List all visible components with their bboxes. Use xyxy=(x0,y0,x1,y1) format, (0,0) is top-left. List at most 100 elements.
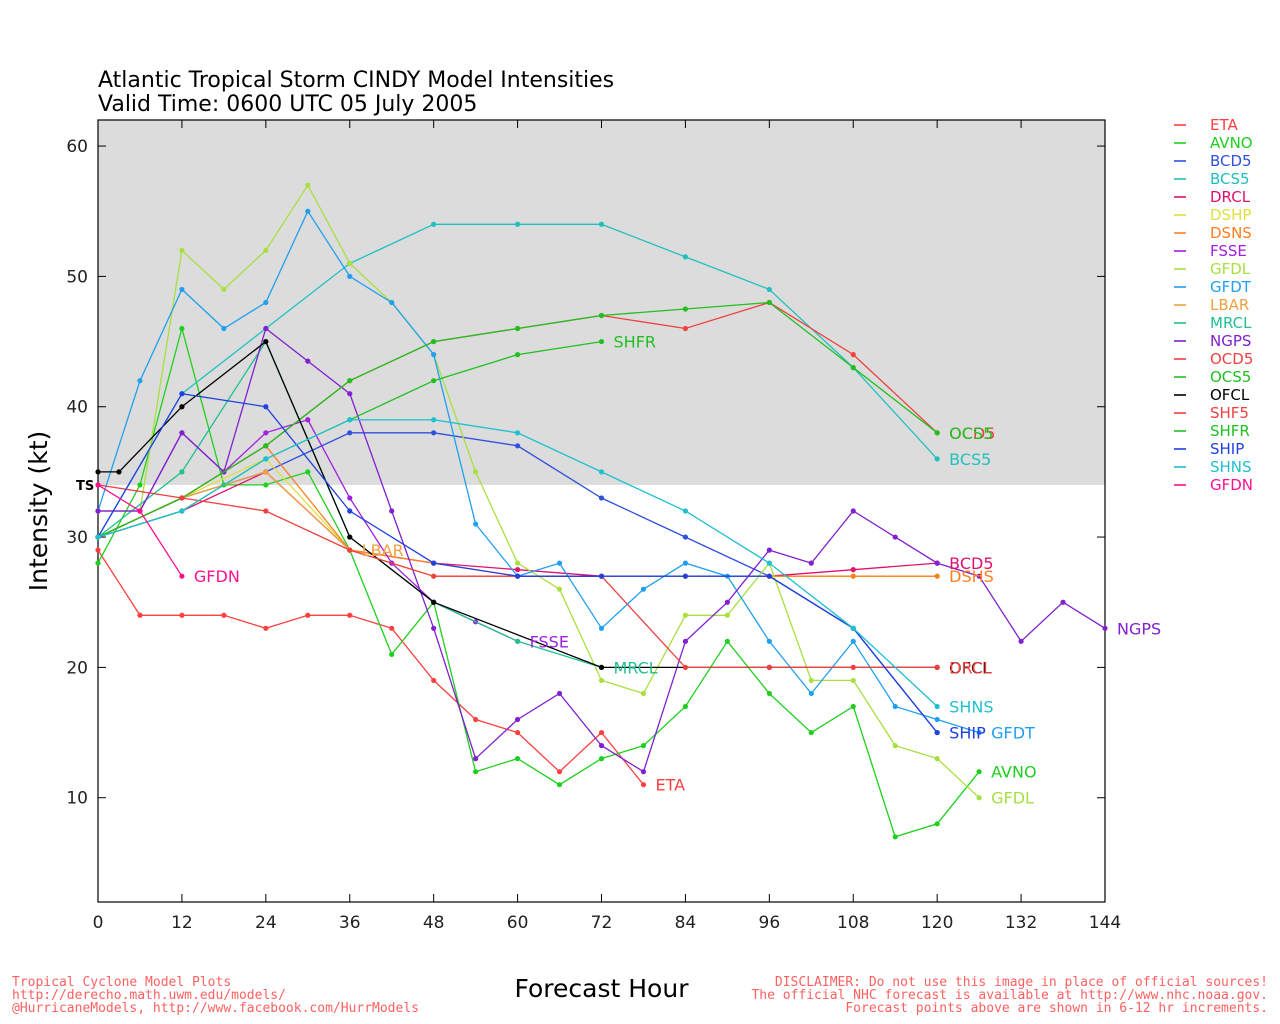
data-point-gfdt xyxy=(305,208,311,214)
data-point-bcs5 xyxy=(431,221,437,227)
data-point-eta xyxy=(514,729,521,736)
chart-subtitle: Valid Time: 0600 UTC 05 July 2005 xyxy=(98,92,477,117)
end-label-gfdt: GFDT xyxy=(991,724,1035,743)
x-tick-label: 0 xyxy=(93,913,104,933)
x-tick-label: 24 xyxy=(255,913,277,933)
data-point-shf5 xyxy=(263,508,269,514)
end-label-fsse: FSSE xyxy=(530,632,569,651)
legend-label-drcl: DRCL xyxy=(1210,188,1251,206)
x-tick-label: 72 xyxy=(591,913,613,933)
data-point-ngps xyxy=(514,716,521,723)
end-label-gfdn: GFDN xyxy=(194,567,240,586)
data-point-ngps xyxy=(263,325,269,332)
data-point-gfdt xyxy=(263,299,269,306)
end-label-shns: SHNS xyxy=(949,698,993,717)
data-point-eta xyxy=(263,625,269,631)
data-point-bcd5 xyxy=(598,495,605,501)
data-point-avno xyxy=(514,756,521,762)
data-point-ngps xyxy=(808,560,814,566)
data-point-bcd5 xyxy=(514,443,521,449)
data-point-eta xyxy=(640,782,647,788)
data-point-avno xyxy=(137,482,143,488)
data-point-ship xyxy=(431,560,437,566)
data-point-shns xyxy=(347,417,353,423)
data-point-shf5 xyxy=(934,664,940,671)
x-tick-label: 60 xyxy=(507,913,529,933)
y-tick-label: 50 xyxy=(66,267,88,287)
data-point-shf5 xyxy=(347,547,353,553)
x-tick-label: 120 xyxy=(921,913,953,933)
data-point-shfr xyxy=(598,338,605,345)
data-point-avno xyxy=(640,743,647,749)
data-point-dsns xyxy=(934,573,940,579)
data-point-gfdt xyxy=(808,690,814,697)
data-point-ship xyxy=(263,404,269,410)
data-point-gfdt xyxy=(137,378,143,384)
data-point-ocs5 xyxy=(682,306,689,312)
data-point-avno xyxy=(682,703,689,710)
legend-label-bcd5: BCD5 xyxy=(1210,152,1252,170)
data-point-gfdt xyxy=(598,625,605,631)
data-point-gfdl xyxy=(221,286,227,293)
data-point-shns xyxy=(850,625,856,631)
data-point-gfdt xyxy=(934,716,940,723)
data-point-shns xyxy=(514,430,521,436)
data-point-fsse xyxy=(347,495,353,501)
data-point-shfr xyxy=(514,352,521,358)
y-tick-label: 30 xyxy=(66,528,88,548)
legend-label-gfdl: GFDL xyxy=(1210,260,1251,278)
data-point-ngps xyxy=(1060,599,1066,605)
data-point-ngps xyxy=(724,599,730,605)
footer-credits-line: http://derecho.math.uwm.edu/models/ xyxy=(12,988,286,1003)
data-point-gfdl xyxy=(556,586,563,592)
footer-disclaimer: DISCLAIMER: Do not use this image in pla… xyxy=(751,976,1268,1015)
data-point-shns xyxy=(431,417,437,423)
data-point-shns xyxy=(263,456,269,462)
data-point-bcs5 xyxy=(682,254,689,260)
data-point-gfdt xyxy=(976,729,982,736)
data-point-gfdt xyxy=(556,560,563,566)
legend-label-gfdn: GFDN xyxy=(1210,476,1253,494)
data-point-gfdn xyxy=(137,508,143,514)
end-label-ofcl: OFCL xyxy=(949,658,991,677)
data-point-ngps xyxy=(766,547,772,553)
data-point-bcd5 xyxy=(347,430,353,436)
data-point-shns xyxy=(179,508,185,514)
ts-threshold-label: TS xyxy=(76,479,94,494)
data-point-gfdt xyxy=(221,325,227,332)
y-axis: 10 20 30 40 50 60 xyxy=(66,137,1105,809)
data-point-avno xyxy=(850,703,856,710)
data-point-shf5 xyxy=(766,664,772,671)
x-tick-label: 96 xyxy=(759,913,781,933)
data-point-shns xyxy=(95,534,101,540)
data-point-ofcl xyxy=(95,469,101,475)
data-point-shns xyxy=(766,560,772,566)
data-point-lbar xyxy=(263,469,269,475)
data-point-shf5 xyxy=(179,495,185,501)
data-point-mrcl xyxy=(514,638,521,644)
data-point-ngps xyxy=(347,391,353,397)
data-point-bcs5 xyxy=(934,456,940,462)
legend-label-dshp: DSHP xyxy=(1210,206,1251,224)
data-point-ocs5 xyxy=(431,338,437,345)
data-point-gfdl xyxy=(514,560,521,566)
data-point-avno xyxy=(263,482,269,488)
end-label-bcd5: BCD5 xyxy=(949,554,993,573)
data-point-ngps xyxy=(850,508,856,514)
data-point-ocs5 xyxy=(766,299,772,306)
data-point-ocd5 xyxy=(850,352,856,358)
data-point-gfdt xyxy=(766,638,772,644)
chart-title: Atlantic Tropical Storm CINDY Model Inte… xyxy=(98,68,614,93)
data-point-eta xyxy=(305,612,311,618)
data-point-shfr xyxy=(431,378,437,384)
data-point-avno xyxy=(976,769,982,775)
data-point-ocs5 xyxy=(934,430,940,436)
y-tick-label: 20 xyxy=(66,658,88,678)
data-point-eta xyxy=(179,612,185,618)
legend-label-ngps: NGPS xyxy=(1210,332,1251,350)
data-point-ship xyxy=(598,573,605,579)
data-point-gfdn xyxy=(179,573,185,579)
x-tick-label: 132 xyxy=(1005,913,1037,933)
x-tick-label: 48 xyxy=(423,913,445,933)
data-point-ngps xyxy=(556,690,563,697)
